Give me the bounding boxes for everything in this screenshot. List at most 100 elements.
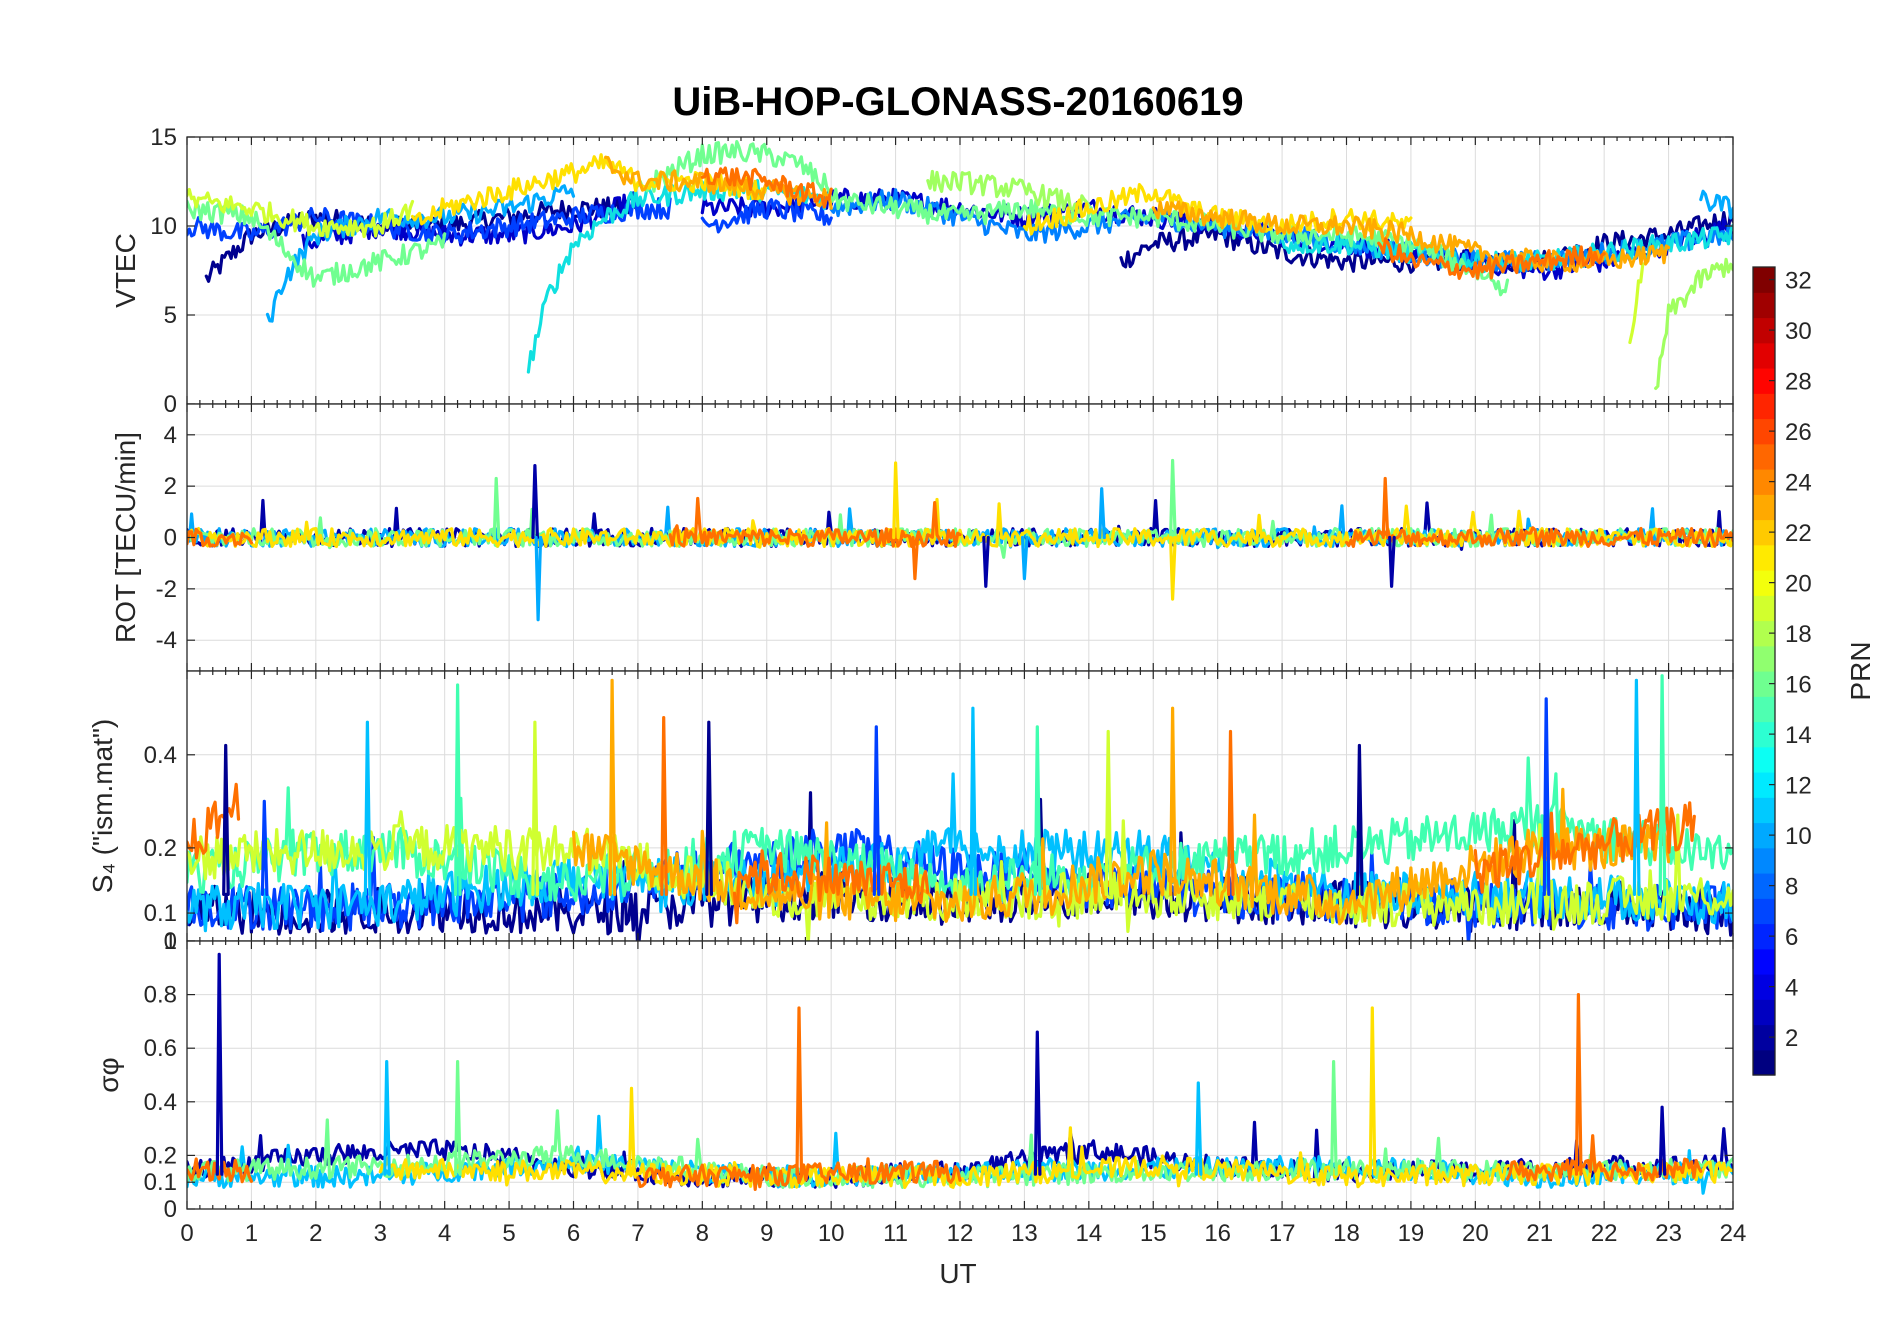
x-tick-label: 20 bbox=[1462, 1220, 1489, 1247]
spike-mark bbox=[454, 1060, 462, 1176]
series-prn-11 bbox=[187, 772, 1733, 933]
series-prn-24 bbox=[187, 1157, 253, 1184]
colorbar-swatch bbox=[1753, 847, 1775, 874]
colorbar-tick-label: 4 bbox=[1785, 975, 1798, 1002]
spike-mark bbox=[1355, 743, 1364, 896]
spike-mark bbox=[1033, 1030, 1042, 1176]
y-tick-label: 0 bbox=[164, 525, 177, 552]
colorbar-swatch bbox=[1753, 797, 1775, 824]
spike-mark bbox=[627, 1086, 636, 1176]
colorbar-swatch bbox=[1753, 494, 1775, 521]
y-tick-label: 0.2 bbox=[144, 835, 177, 862]
colorbar-swatch bbox=[1753, 519, 1775, 546]
spike-mark bbox=[363, 720, 372, 896]
spike-mark bbox=[660, 716, 668, 896]
chart-title: UiB-HOP-GLONASS-20160619 bbox=[672, 80, 1243, 124]
colorbar-swatch bbox=[1753, 671, 1775, 697]
spike-mark bbox=[215, 952, 224, 1176]
colorbar-tick-label: 30 bbox=[1785, 318, 1812, 345]
x-tick-label: 1 bbox=[245, 1220, 258, 1247]
spike-mark bbox=[1330, 1060, 1338, 1176]
colorbar-swatch bbox=[1753, 418, 1775, 445]
panel-vtec: 0 5 10 15 VTEC bbox=[110, 124, 1734, 418]
series-prn-13 bbox=[1280, 223, 1733, 274]
spike-mark bbox=[1194, 1081, 1203, 1176]
spike-mark bbox=[608, 678, 617, 896]
colorbar-tick-label: 8 bbox=[1785, 874, 1798, 901]
rot-series-group bbox=[187, 458, 1733, 622]
x-tick-label: 18 bbox=[1333, 1220, 1360, 1247]
panel-rot: -4 -2 0 2 4 ROT [TECU/min] bbox=[110, 403, 1734, 672]
spike-mark bbox=[454, 683, 462, 896]
spike-mark bbox=[969, 706, 978, 896]
y-tick-label: 0.8 bbox=[144, 982, 177, 1009]
spike-mark bbox=[1169, 458, 1177, 540]
series-prn-24 bbox=[700, 166, 833, 209]
spike-mark bbox=[1227, 729, 1235, 896]
series-prn-24 bbox=[732, 849, 930, 925]
x-tick-label: 6 bbox=[567, 1220, 580, 1247]
x-tick-label: 22 bbox=[1591, 1220, 1618, 1247]
x-tick-label: 7 bbox=[631, 1220, 644, 1247]
spike-mark bbox=[795, 1006, 804, 1176]
colorbar-tick-label: 14 bbox=[1785, 722, 1812, 749]
x-tick-label: 16 bbox=[1204, 1220, 1231, 1247]
colorbar-swatch bbox=[1753, 393, 1775, 420]
series-prn-16 bbox=[636, 140, 833, 200]
x-tick-label: 10 bbox=[818, 1220, 845, 1247]
x-tick-label: 14 bbox=[1075, 1220, 1102, 1247]
colorbar-swatch bbox=[1753, 292, 1775, 319]
colorbar-swatch bbox=[1753, 645, 1775, 672]
series-prn-6 bbox=[187, 805, 1733, 941]
x-tick-label: 12 bbox=[947, 1220, 974, 1247]
spike-mark bbox=[1388, 535, 1396, 588]
colorbar-swatch bbox=[1753, 948, 1775, 975]
spike-mark bbox=[1169, 706, 1177, 896]
spike-mark bbox=[1381, 476, 1390, 540]
x-tick-label: 21 bbox=[1526, 1220, 1553, 1247]
spike-mark bbox=[1169, 535, 1177, 601]
colorbar-swatch bbox=[1753, 696, 1775, 723]
x-tick-label: 8 bbox=[696, 1220, 709, 1247]
x-tick-label: 13 bbox=[1011, 1220, 1038, 1247]
panel-s4: 00.1 0.2 0.4 S₄ ("ism.mat") bbox=[87, 670, 1734, 955]
y-axis-label-s4: S₄ ("ism.mat") bbox=[87, 719, 118, 893]
series-prn-24 bbox=[1505, 1134, 1703, 1182]
y-tick-label: -4 bbox=[156, 627, 177, 654]
x-tick-label: 17 bbox=[1269, 1220, 1296, 1247]
colorbar-swatch bbox=[1753, 570, 1775, 596]
colorbar-label: PRN bbox=[1845, 641, 1876, 700]
colorbar-tick-label: 18 bbox=[1785, 621, 1812, 648]
colorbar-frame bbox=[1752, 266, 1776, 1076]
series-prn-9 bbox=[1699, 189, 1733, 220]
sigma-series-group bbox=[187, 952, 1733, 1195]
series-prn-24 bbox=[187, 782, 241, 860]
vtec-series-group bbox=[187, 140, 1733, 390]
colorbar-tick-label: 16 bbox=[1785, 672, 1812, 699]
spike-mark bbox=[911, 535, 920, 581]
spike-mark bbox=[872, 725, 881, 896]
colorbar-swatch bbox=[1753, 898, 1775, 925]
colorbar-swatch bbox=[1753, 368, 1775, 394]
y-tick-label: 0.1 bbox=[144, 1169, 177, 1196]
series-prn-24 bbox=[636, 1157, 962, 1191]
series-prn-20 bbox=[378, 1126, 1733, 1189]
colorbar-swatch bbox=[1753, 544, 1775, 571]
spike-mark bbox=[1542, 697, 1551, 896]
x-tick-label: 23 bbox=[1655, 1220, 1682, 1247]
colorbar-swatch bbox=[1753, 443, 1775, 470]
y-tick-label: 0.1 bbox=[144, 900, 177, 927]
colorbar-tick-label: 28 bbox=[1785, 369, 1812, 396]
series-prn-22 bbox=[571, 787, 1671, 926]
colorbar-swatch bbox=[1753, 342, 1775, 369]
colorbar-swatch bbox=[1753, 469, 1775, 495]
series-prn-18 bbox=[187, 187, 415, 239]
series-prn-24 bbox=[1473, 801, 1696, 894]
y-tick-label: 10 bbox=[150, 213, 177, 240]
series-prn-24 bbox=[668, 496, 962, 548]
series-prn-20 bbox=[187, 497, 1733, 549]
